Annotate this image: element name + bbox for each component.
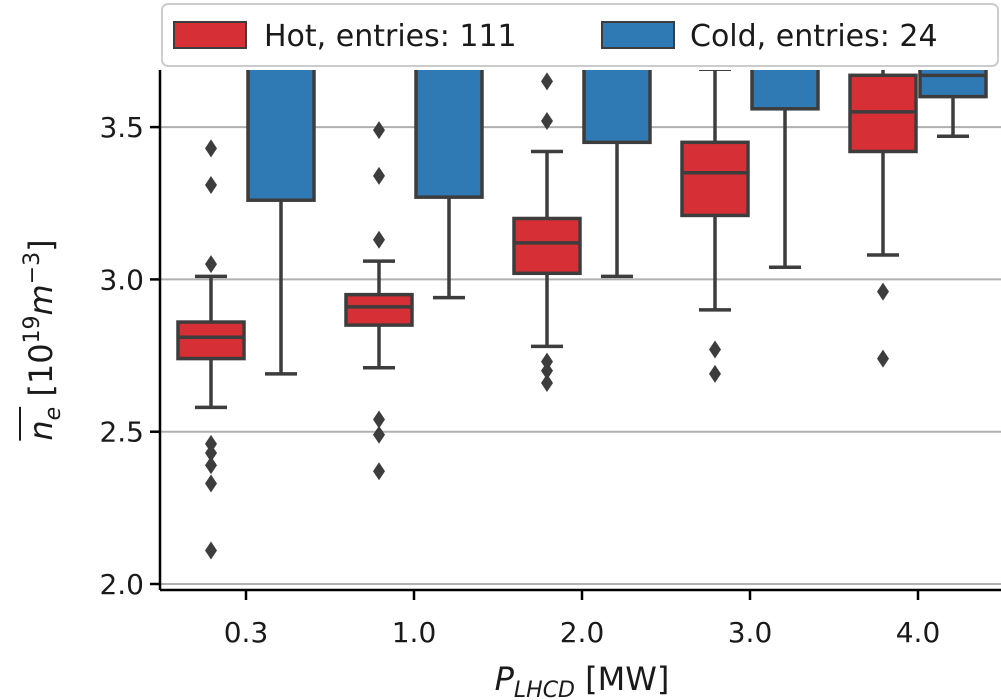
outlier-point [373,230,385,249]
box-iqr [750,70,820,111]
legend-label-cold: Cold, entries: 24 [690,19,938,54]
y-tick-label: 2.5 [99,416,144,449]
outlier-point [541,373,553,392]
outlier-point [205,175,217,194]
x-tick-label: 3.0 [728,616,773,649]
box-iqr [582,70,652,145]
y-axis-label: ne [1019m−3] [20,239,66,440]
y-axis-label-unit-end: ] [22,239,60,251]
outlier-point [205,456,217,475]
legend-swatch-hot [173,21,247,49]
box-cold-3.0 [750,70,820,269]
box-hot-1.0 [344,121,414,481]
box-iqr [246,70,316,202]
box-cold-4.0 [918,70,988,138]
x-tick-label: 4.0 [896,616,941,649]
y-tick-label: 3.5 [99,111,144,144]
box-cold-1.0 [414,70,484,300]
x-tick-label: 2.0 [560,616,605,649]
y-tick-label: 3.0 [99,263,144,296]
outlier-point [541,361,553,380]
y-axis-label-unit-mid: m [22,284,60,315]
outlier-point [373,166,385,185]
outlier-point [205,434,217,453]
legend-frame [161,3,999,67]
outlier-point [541,352,553,371]
legend-label-hot: Hot, entries: 111 [264,19,517,54]
box-iqr [680,140,750,218]
outlier-point [205,139,217,158]
y-axis-label-unit-exp2: −3 [20,252,45,284]
y-axis-label-unit-base: [10 [22,343,60,406]
plot-area [176,70,988,560]
x-tick-label: 0.3 [224,616,269,649]
outlier-point [205,474,217,493]
legend-swatch-cold [601,21,675,49]
y-axis-label-subscript: e [41,407,66,421]
x-axis-label-subscript: LHCD [514,678,575,700]
box-iqr [344,292,414,327]
y-axis-label-unit-exp1: 19 [20,315,45,343]
x-tick-label: 1.0 [392,616,437,649]
x-axis-label-symbol: P [495,660,515,698]
y-tick-label: 2.0 [99,568,144,601]
outlier-point [205,444,217,463]
box-iqr [176,320,246,361]
box-hot-3.0 [680,70,750,383]
outlier-point [877,349,889,368]
box-hot-2.0 [512,72,582,392]
outlier-point [709,340,721,359]
legend: Hot, entries: 111 Cold, entries: 24 [161,3,999,67]
y-ticks: 2.02.53.03.54.04.55.0 [99,111,160,601]
outlier-point [373,121,385,140]
outlier-point [205,541,217,560]
x-axis-label-unit: [MW] [575,660,669,698]
outlier-point [541,72,553,91]
outlier-point [709,364,721,383]
x-axis-label: PLHCD [MW] [495,660,670,700]
outlier-point [373,410,385,429]
box-iqr [512,216,582,276]
outlier-point [373,425,385,444]
box-cold-2.0 [582,70,652,279]
outlier-point [541,112,553,131]
outlier-point [877,282,889,301]
outlier-point [373,462,385,481]
x-ticks: 0.3 1.0 2.0 3.0 4.0 [224,590,941,649]
outlier-point [205,255,217,274]
box-hot-4.0 [848,70,918,368]
y-axis-label-symbol: n [22,420,60,440]
box-iqr [414,70,484,199]
box-cold-0.3 [246,70,316,376]
axes [158,70,1001,592]
box-hot-0.3 [176,139,246,560]
